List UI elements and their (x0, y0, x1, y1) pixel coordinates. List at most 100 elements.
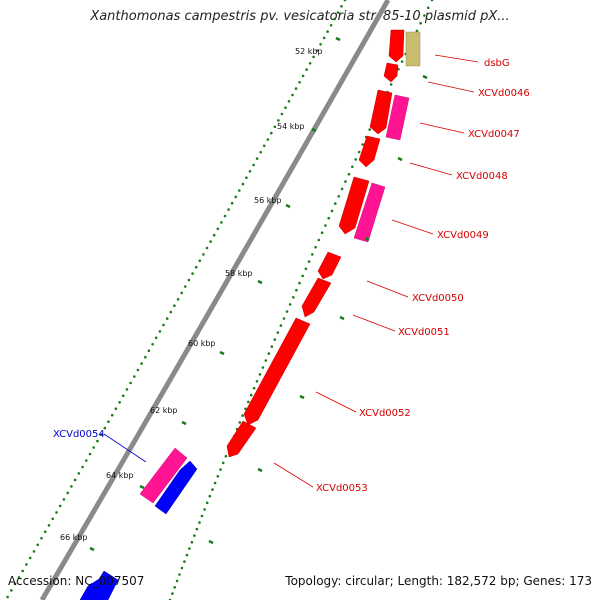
ring-dot (208, 494, 212, 498)
tick-label: 54 kbp (277, 122, 305, 131)
gene-labels: dsbG XCVd0046 XCVd0047 XCVd0048 XCVd0049… (53, 58, 530, 494)
ring-dot (125, 388, 129, 391)
gene-label-dsbg[interactable]: dsbG (484, 58, 510, 69)
gene-arrow-reverse[interactable] (154, 460, 198, 515)
ring-dot (317, 238, 321, 242)
ring-dot (336, 11, 340, 14)
ring-dot (173, 304, 176, 308)
ring-dot (184, 285, 187, 288)
ring-dot (224, 454, 228, 458)
ring-dot (103, 426, 107, 430)
ring-dot (298, 281, 301, 285)
ring-dot (259, 150, 263, 154)
ring-dot (191, 272, 194, 275)
ring-dot (40, 537, 43, 540)
ring-dot (249, 393, 253, 397)
gene-arrow[interactable] (226, 420, 257, 458)
ring-dot (320, 231, 324, 234)
ring-dot (262, 144, 266, 148)
ring-dot (154, 336, 158, 340)
ring-dot (261, 366, 265, 369)
gene-arrow[interactable] (317, 251, 342, 280)
ring-dot (333, 17, 336, 21)
ring-dot (107, 420, 110, 424)
ring-dot (258, 373, 262, 376)
ring-dot (10, 589, 13, 592)
ring-dot (162, 323, 165, 327)
topology-summary: Topology: circular; Length: 182,572 bp; … (285, 574, 592, 588)
ring-dot (21, 569, 25, 573)
ring-dot (110, 413, 114, 417)
ring-dot (213, 481, 217, 485)
gene-arrow[interactable] (338, 176, 370, 235)
ring-dot (357, 150, 361, 154)
gene-block-khaki[interactable] (405, 31, 421, 67)
gene-label-xcvd0049[interactable]: XCVd0049 (437, 230, 489, 241)
ring-dot (193, 534, 196, 537)
ring-dot (270, 131, 273, 135)
ring-dot (415, 29, 419, 33)
ring-dot (147, 349, 151, 353)
ring-dot (202, 253, 205, 256)
ring-dot (220, 221, 223, 224)
gene-label-xcvd0046[interactable]: XCVd0046 (478, 88, 530, 99)
gene-arrow[interactable] (369, 89, 393, 135)
gene-arrow[interactable] (383, 62, 399, 83)
ring-dot (301, 274, 305, 278)
ring-dot (354, 158, 358, 161)
ring-dot (326, 30, 329, 33)
ring-dot (273, 338, 277, 341)
ring-dot (198, 259, 202, 263)
ring-dot (241, 182, 245, 186)
ring-dot (282, 317, 286, 320)
ring-dot (183, 560, 186, 563)
ring-dot (178, 573, 181, 576)
ring-dot (43, 530, 47, 534)
gene-features (79, 29, 421, 600)
ring-dot (277, 119, 280, 122)
ring-dot (216, 227, 220, 231)
ring-dot (284, 106, 287, 109)
gene-arrow[interactable] (243, 317, 311, 426)
ring-dot (200, 514, 204, 518)
ring-dot (73, 478, 77, 482)
ring-dot (144, 355, 147, 359)
ring-dot (327, 216, 331, 220)
gene-label-xcvd0047[interactable]: XCVd0047 (468, 129, 520, 140)
ring-dot (340, 187, 344, 191)
accession-text: Accession: NC_007507 (8, 574, 145, 588)
gene-label-xcvd0050[interactable]: XCVd0050 (412, 293, 464, 304)
gene-label-xcvd0053[interactable]: XCVd0053 (316, 483, 368, 494)
gene-block[interactable] (139, 447, 188, 504)
ring-dot (279, 324, 283, 327)
ring-dot (121, 394, 125, 398)
ring-dot (51, 517, 54, 521)
ring-dot (307, 260, 311, 263)
ring-dot (13, 582, 17, 586)
ring-dot (85, 459, 88, 462)
ring-dot (244, 407, 247, 411)
ring-dot (190, 540, 194, 544)
gene-block[interactable] (353, 182, 386, 243)
ring-dot (368, 128, 372, 131)
ring-dot (99, 433, 103, 436)
tick-label: 52 kbp (295, 47, 323, 56)
gene-label-xcvd0054[interactable]: XCVd0054 (53, 429, 105, 440)
gene-label-xcvd0048[interactable]: XCVd0048 (456, 171, 508, 182)
ring-dot (264, 359, 268, 362)
ring-dot (298, 81, 301, 84)
gene-block[interactable] (385, 94, 410, 141)
gene-arrow[interactable] (388, 29, 405, 63)
gene-arrow[interactable] (301, 277, 332, 318)
gene-label-xcvd0051[interactable]: XCVd0051 (398, 327, 450, 338)
ring-dot (140, 362, 143, 365)
gene-arrow-reverse[interactable] (79, 570, 119, 600)
gene-label-xcvd0052[interactable]: XCVd0052 (359, 408, 411, 419)
gene-arrow[interactable] (358, 135, 381, 168)
tick-label: 60 kbp (188, 339, 216, 348)
ring-dot (234, 195, 237, 199)
ring-dot (133, 375, 136, 378)
tick-label: 58 kbp (225, 269, 253, 278)
ring-dot (267, 352, 271, 355)
ring-dot (252, 163, 255, 167)
